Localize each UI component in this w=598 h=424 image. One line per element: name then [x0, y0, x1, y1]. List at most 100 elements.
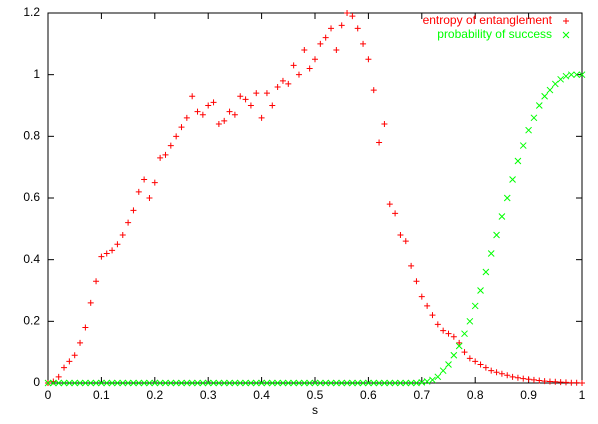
data-point [92, 379, 100, 387]
data-point [343, 379, 351, 387]
data-point [167, 379, 175, 387]
data-point [306, 379, 314, 387]
data-point [455, 342, 463, 350]
legend-label: probability of success [437, 27, 552, 41]
data-point [525, 376, 532, 383]
data-point [413, 379, 420, 387]
data-point [354, 25, 361, 32]
data-point [306, 65, 313, 72]
data-point [231, 379, 239, 387]
data-point [509, 373, 516, 380]
data-point [466, 317, 474, 325]
plot-frame [47, 12, 583, 384]
data-point [519, 142, 527, 149]
data-point [178, 124, 185, 131]
data-point [344, 10, 351, 16]
data-point [188, 379, 196, 387]
data-point [477, 287, 484, 294]
data-point [573, 379, 580, 386]
data-point [440, 327, 447, 334]
data-point [172, 379, 180, 387]
data-point [263, 90, 270, 97]
data-point [445, 361, 452, 368]
data-point [429, 376, 436, 384]
data-point [370, 379, 378, 387]
data-point [471, 302, 479, 310]
data-point [381, 121, 388, 127]
data-point [125, 219, 132, 226]
y-tick-label: 0.2 [23, 314, 40, 328]
data-point [279, 379, 287, 387]
data-point [199, 379, 207, 387]
data-point [183, 114, 190, 121]
data-point [151, 379, 159, 387]
y-tick-label: 0 [33, 375, 40, 389]
data-point [114, 241, 121, 248]
legend-label: entropy of entanglement [423, 13, 553, 27]
data-point [535, 102, 543, 109]
data-point [237, 93, 244, 100]
data-point [77, 339, 84, 346]
data-point [413, 278, 420, 285]
x-tick-label: 0.3 [200, 388, 217, 402]
data-point [226, 108, 233, 115]
data-point [434, 373, 442, 381]
data-point [365, 56, 372, 63]
data-point [354, 379, 362, 387]
data-point [525, 126, 532, 134]
data-point [71, 379, 79, 387]
data-point [103, 379, 111, 387]
data-point [397, 379, 404, 387]
data-point [140, 379, 148, 387]
x-tick-label: 1 [579, 388, 586, 402]
data-point [520, 375, 527, 382]
data-point [173, 133, 180, 140]
data-point [461, 349, 468, 356]
data-point [124, 379, 132, 387]
data-point [87, 299, 94, 306]
data-point [290, 379, 297, 387]
data-point [573, 71, 581, 79]
data-point [66, 379, 73, 387]
data-point [231, 111, 238, 118]
data-point [285, 80, 292, 87]
data-point [386, 201, 393, 208]
data-point [295, 379, 303, 387]
data-point [397, 232, 404, 238]
data-point [402, 379, 410, 387]
data-point [71, 352, 78, 359]
data-point [408, 262, 415, 269]
data-point [386, 379, 394, 387]
data-point [167, 142, 174, 149]
data-point [82, 379, 89, 387]
y-tick-label: 0.8 [23, 129, 40, 143]
data-point [360, 40, 367, 47]
data-point [162, 379, 169, 387]
data-point [482, 364, 489, 371]
x-tick-label: 0.6 [360, 388, 377, 402]
data-point [402, 238, 409, 245]
data-point [504, 372, 511, 379]
data-point [93, 278, 100, 285]
data-point [263, 379, 271, 387]
data-point [567, 71, 575, 79]
data-point [333, 47, 340, 53]
data-point [162, 151, 169, 158]
data-point [119, 379, 127, 387]
data-point [562, 379, 569, 386]
data-point [157, 154, 164, 161]
data-point [135, 379, 143, 387]
data-point [247, 379, 255, 387]
data-point [194, 108, 201, 115]
data-point [391, 379, 399, 387]
data-point [220, 379, 228, 387]
x-tick-label: 0.7 [413, 388, 430, 402]
data-point [300, 379, 308, 387]
data-point [429, 312, 436, 319]
data-point [183, 379, 191, 387]
data-point [312, 56, 318, 63]
data-point [66, 358, 73, 365]
x-tick-label: 0.8 [467, 388, 484, 402]
data-point [450, 351, 458, 359]
